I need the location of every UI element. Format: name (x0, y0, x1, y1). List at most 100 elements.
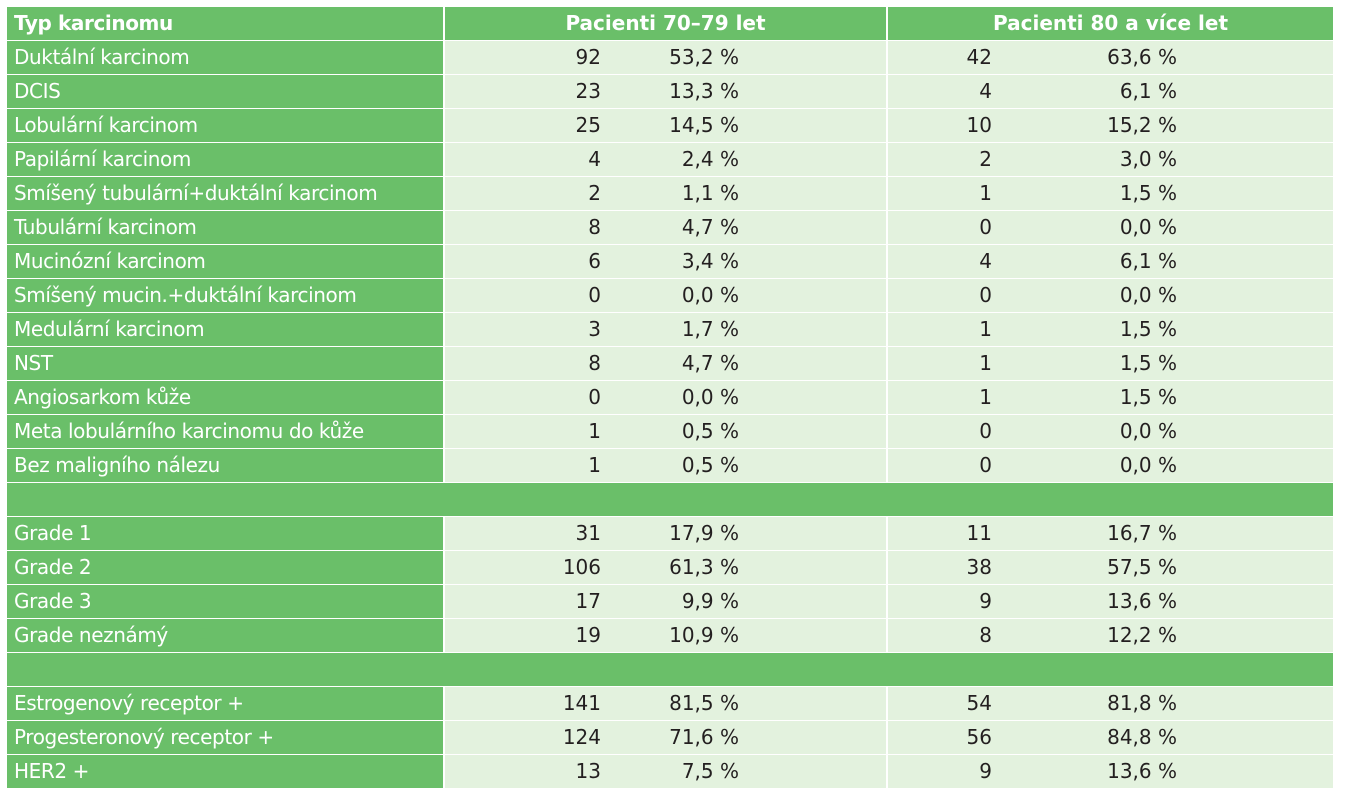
row-label: Grade neznámý (7, 619, 443, 652)
percent-80-plus: 3,0 % (1119, 147, 1177, 172)
cell-patients-70-79: 2 1,1 % (445, 177, 886, 210)
table-row: Duktální karcinom 92 53,2 % 42 63,6 % (7, 41, 1333, 74)
count-70-79: 106 (562, 555, 601, 580)
percent-70-79: 1,7 % (681, 317, 739, 342)
count-70-79: 1 (588, 453, 601, 478)
row-label: Smíšený mucin.+duktální karcinom (7, 279, 443, 312)
cell-patients-70-79: 8 4,7 % (445, 347, 886, 380)
count-80-plus: 11 (966, 521, 992, 546)
percent-80-plus: 15,2 % (1107, 113, 1177, 138)
table-row: Estrogenový receptor + 141 81,5 % 54 81,8 % (7, 687, 1333, 720)
cell-patients-80-plus: 1 1,5 % (888, 381, 1333, 414)
cell-patients-70-79: 25 14,5 % (445, 109, 886, 142)
table-row: Papilární karcinom 4 2,4 % 2 3,0 % (7, 143, 1333, 176)
table-row: Meta lobulárního karcinomu do kůže 1 0,5 %… (7, 415, 1333, 448)
row-label: Duktální karcinom (7, 41, 443, 74)
row-label: Mucinózní karcinom (7, 245, 443, 278)
count-80-plus: 0 (979, 283, 992, 308)
table-row: Smíšený mucin.+duktální karcinom 0 0,0 % 0 0… (7, 279, 1333, 312)
count-80-plus: 4 (979, 79, 992, 104)
cell-patients-70-79: 0 0,0 % (445, 381, 886, 414)
table-row: Progesteronový receptor + 124 71,6 % 56 84,8… (7, 721, 1333, 754)
percent-70-79: 2,4 % (681, 147, 739, 172)
percent-70-79: 1,1 % (681, 181, 739, 206)
table-row: NST 8 4,7 % 1 1,5 % (7, 347, 1333, 380)
percent-70-79: 0,0 % (681, 385, 739, 410)
count-80-plus: 1 (979, 351, 992, 376)
row-label: Grade 1 (7, 517, 443, 550)
table-row: Medulární karcinom 3 1,7 % 1 1,5 % (7, 313, 1333, 346)
table-row: HER2 + 13 7,5 % 9 13,6 % (7, 755, 1333, 788)
count-70-79: 2 (588, 181, 601, 206)
count-80-plus: 1 (979, 317, 992, 342)
row-label: Lobulární karcinom (7, 109, 443, 142)
table-row: DCIS 23 13,3 % 4 6,1 % (7, 75, 1333, 108)
table-row: Grade neznámý 19 10,9 % 8 12,2 % (7, 619, 1333, 652)
count-80-plus: 2 (979, 147, 992, 172)
cell-patients-70-79: 6 3,4 % (445, 245, 886, 278)
count-80-plus: 0 (979, 453, 992, 478)
cell-patients-80-plus: 10 15,2 % (888, 109, 1333, 142)
percent-80-plus: 1,5 % (1119, 385, 1177, 410)
table-row: Smíšený tubulární+duktální karcinom 2 1,1 … (7, 177, 1333, 210)
cell-patients-80-plus: 9 13,6 % (888, 585, 1333, 618)
row-label: Estrogenový receptor + (7, 687, 443, 720)
row-label: Angiosarkom kůže (7, 381, 443, 414)
count-70-79: 17 (575, 589, 601, 614)
cell-patients-80-plus: 0 0,0 % (888, 449, 1333, 482)
separator-cell (7, 483, 1333, 516)
row-label: Smíšený tubulární+duktální karcinom (7, 177, 443, 210)
percent-70-79: 13,3 % (669, 79, 739, 104)
count-80-plus: 4 (979, 249, 992, 274)
percent-80-plus: 6,1 % (1119, 249, 1177, 274)
table-row: Tubulární karcinom 8 4,7 % 0 0,0 % (7, 211, 1333, 244)
cell-patients-70-79: 3 1,7 % (445, 313, 886, 346)
percent-80-plus: 1,5 % (1119, 351, 1177, 376)
cell-patients-70-79: 8 4,7 % (445, 211, 886, 244)
cell-patients-80-plus: 11 16,7 % (888, 517, 1333, 550)
count-80-plus: 54 (966, 691, 992, 716)
table-header-row: Typ karcinomu Pacienti 70–79 let Pacient… (7, 7, 1333, 40)
count-70-79: 0 (588, 283, 601, 308)
count-80-plus: 0 (979, 215, 992, 240)
cell-patients-70-79: 1 0,5 % (445, 415, 886, 448)
count-70-79: 3 (588, 317, 601, 342)
count-70-79: 92 (575, 45, 601, 70)
cell-patients-70-79: 13 7,5 % (445, 755, 886, 788)
cell-patients-80-plus: 0 0,0 % (888, 415, 1333, 448)
count-70-79: 31 (575, 521, 601, 546)
row-label: Papilární karcinom (7, 143, 443, 176)
count-80-plus: 1 (979, 385, 992, 410)
percent-70-79: 81,5 % (669, 691, 739, 716)
table-row: Lobulární karcinom 25 14,5 % 10 15,2 % (7, 109, 1333, 142)
percent-80-plus: 16,7 % (1107, 521, 1177, 546)
cell-patients-70-79: 0 0,0 % (445, 279, 886, 312)
percent-70-79: 61,3 % (669, 555, 739, 580)
table-row: Mucinózní karcinom 6 3,4 % 4 6,1 % (7, 245, 1333, 278)
count-70-79: 8 (588, 351, 601, 376)
cell-patients-80-plus: 8 12,2 % (888, 619, 1333, 652)
header-carcinoma-type: Typ karcinomu (7, 7, 443, 40)
cell-patients-80-plus: 4 6,1 % (888, 75, 1333, 108)
count-70-79: 8 (588, 215, 601, 240)
count-70-79: 141 (562, 691, 601, 716)
section-separator-row (7, 653, 1333, 686)
cell-patients-80-plus: 4 6,1 % (888, 245, 1333, 278)
count-80-plus: 1 (979, 181, 992, 206)
percent-70-79: 0,5 % (681, 453, 739, 478)
cell-patients-80-plus: 54 81,8 % (888, 687, 1333, 720)
percent-70-79: 0,0 % (681, 283, 739, 308)
cell-patients-80-plus: 2 3,0 % (888, 143, 1333, 176)
percent-70-79: 3,4 % (681, 249, 739, 274)
percent-80-plus: 81,8 % (1107, 691, 1177, 716)
percent-70-79: 4,7 % (681, 215, 739, 240)
row-label: DCIS (7, 75, 443, 108)
cell-patients-70-79: 17 9,9 % (445, 585, 886, 618)
count-80-plus: 9 (979, 589, 992, 614)
count-80-plus: 9 (979, 759, 992, 784)
row-label: HER2 + (7, 755, 443, 788)
carcinoma-type-table: Typ karcinomu Pacienti 70–79 let Pacient… (7, 7, 1333, 788)
table-row: Bez maligního nálezu 1 0,5 % 0 0,0 % (7, 449, 1333, 482)
percent-80-plus: 84,8 % (1107, 725, 1177, 750)
row-label: NST (7, 347, 443, 380)
